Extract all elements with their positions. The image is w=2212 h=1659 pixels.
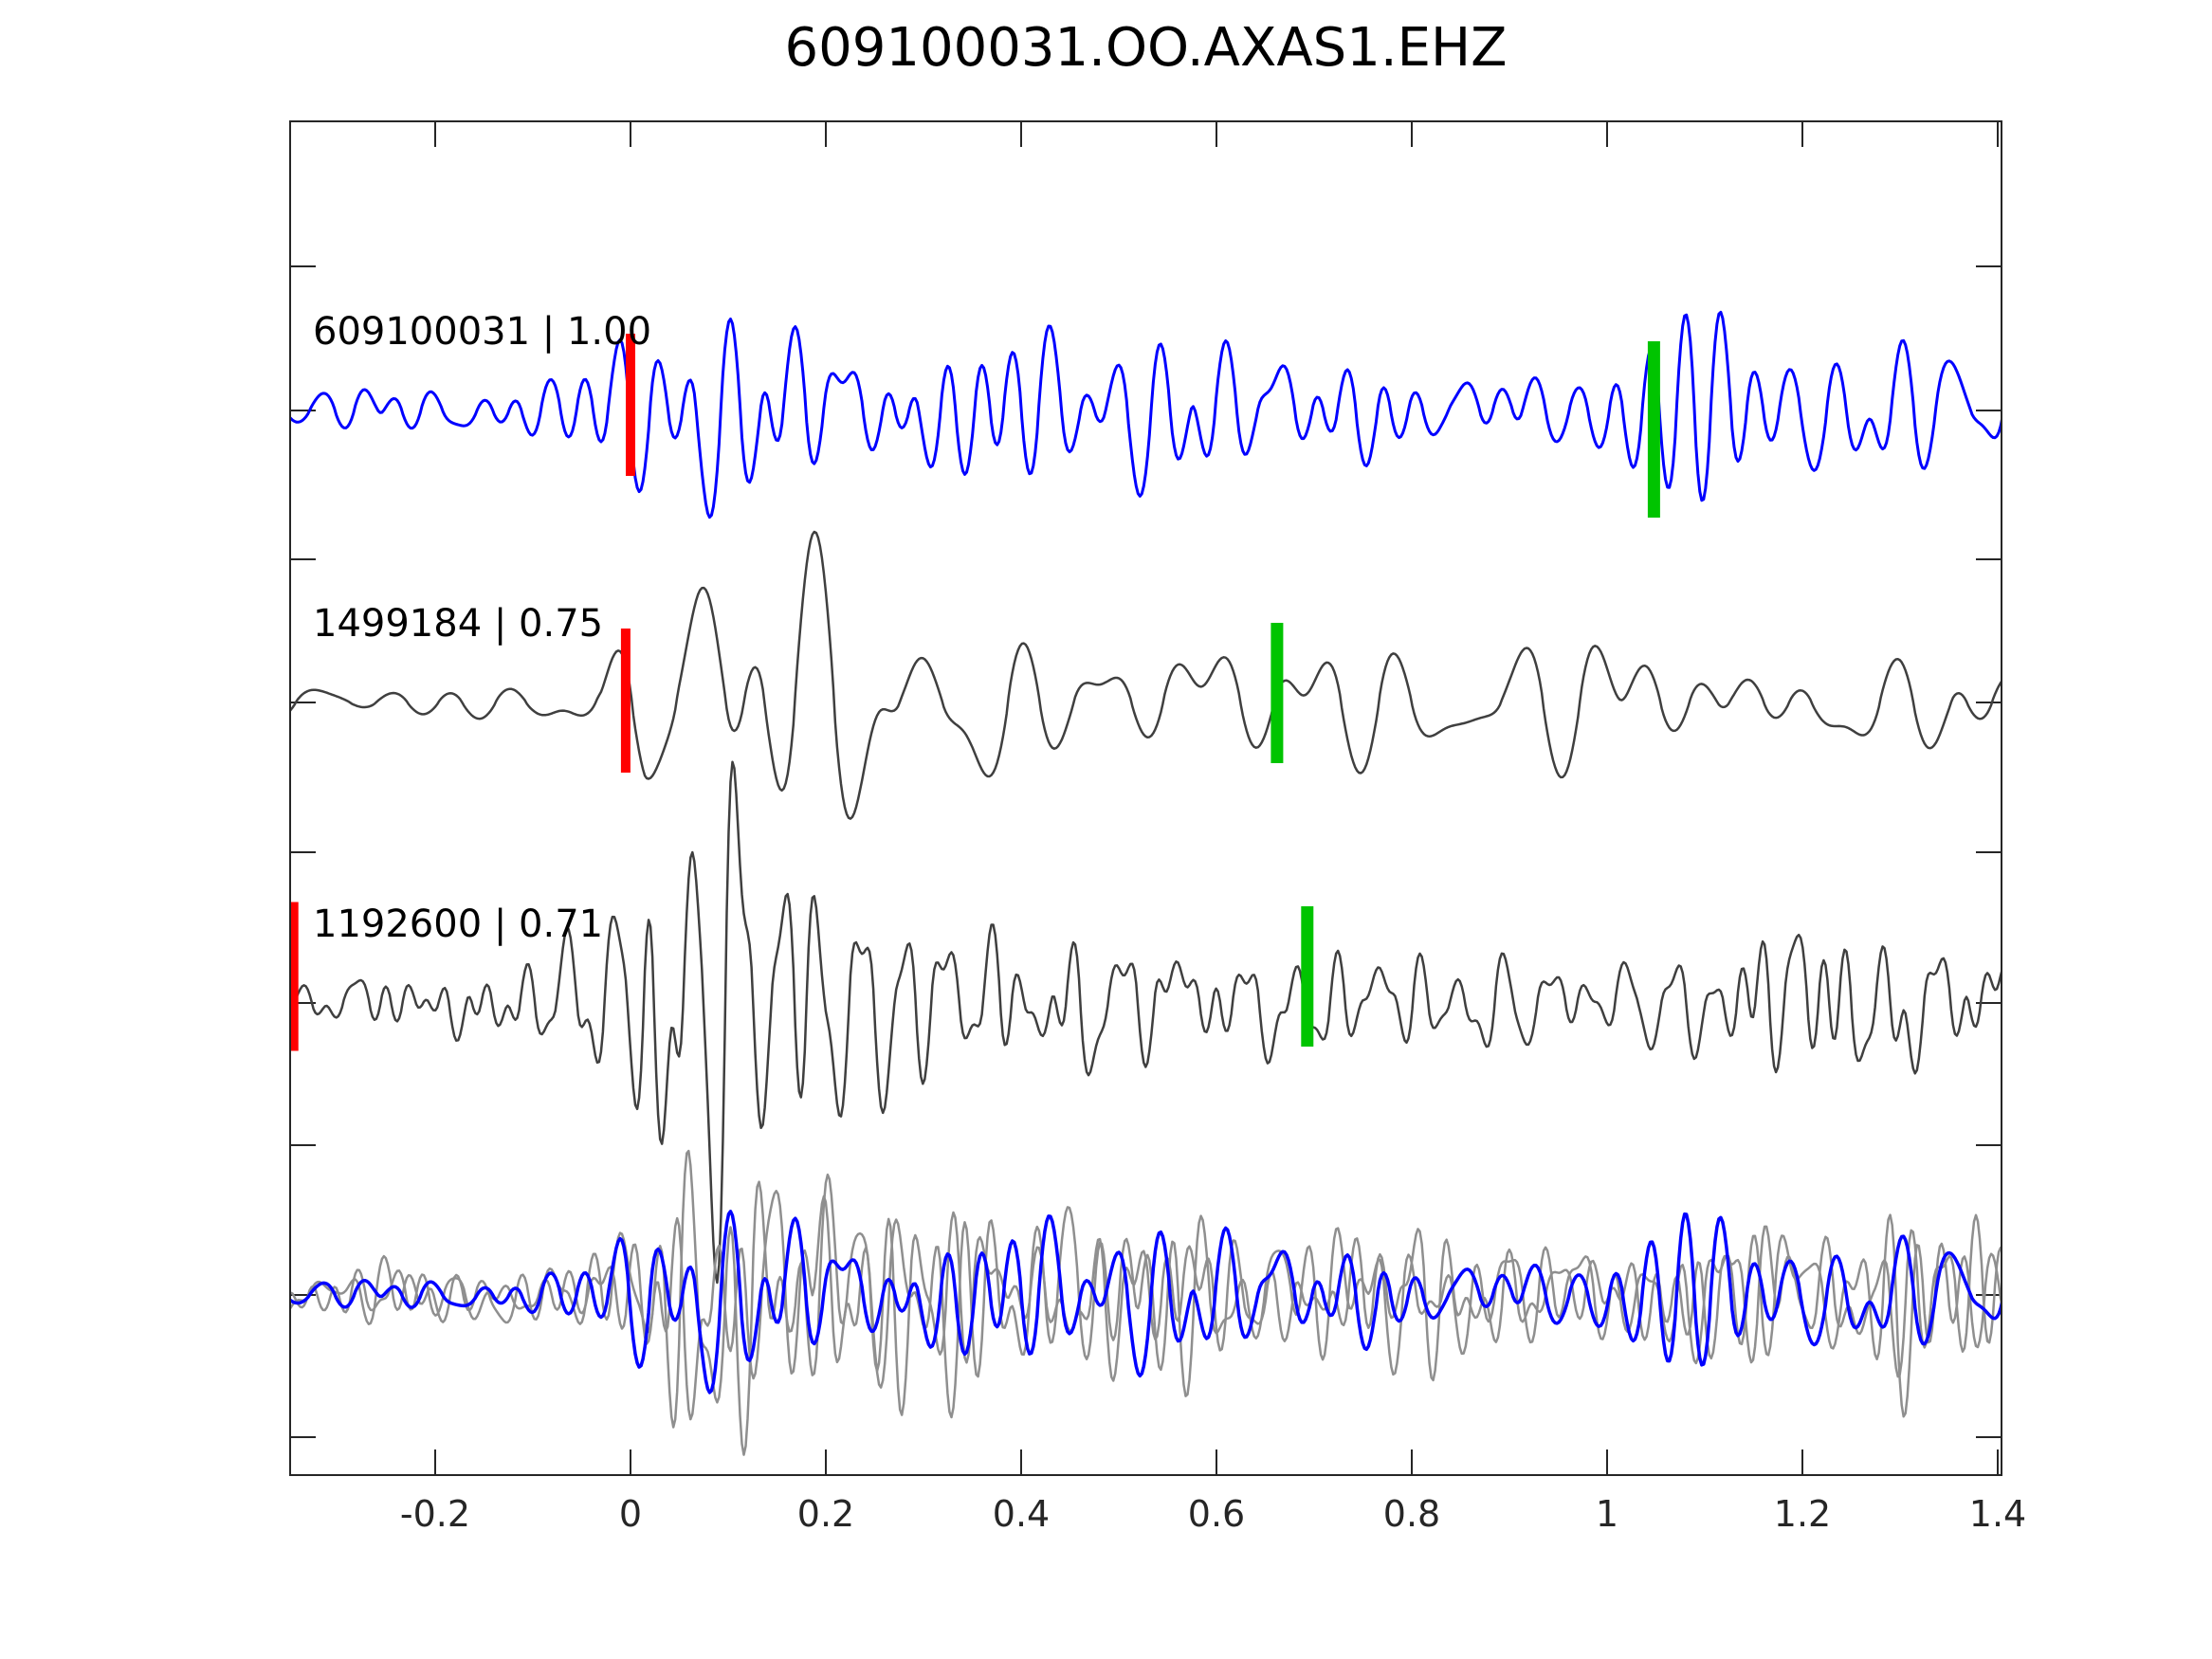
- template-trace-label: 609100031 | 1.00: [313, 310, 652, 354]
- template-trace: [289, 310, 2002, 520]
- x-tick-label: 1.4: [1968, 1493, 2027, 1535]
- template-pick-marker: [626, 334, 635, 476]
- overlay-template: [289, 1210, 2002, 1395]
- detection-trace-1: [289, 530, 2002, 820]
- x-tick-label: 1.2: [1773, 1493, 1832, 1535]
- x-tick-label: 0.8: [1382, 1493, 1441, 1535]
- template-pick-marker: [620, 629, 631, 773]
- detection-pick-marker: [1647, 341, 1660, 518]
- detection-pick-marker: [1271, 623, 1284, 763]
- overlay-detection-b: [289, 1190, 2002, 1421]
- template-pick-marker: [289, 902, 299, 1051]
- x-tick-label: 0.2: [796, 1493, 855, 1535]
- x-tick-label: 0.4: [992, 1493, 1051, 1535]
- plot-svg: [289, 120, 2002, 1476]
- detection-trace-2-label: 1192600 | 0.71: [313, 902, 604, 946]
- detection-trace-2: [289, 760, 2002, 1285]
- axes-border: [289, 120, 2002, 1476]
- figure-title: 609100031.OO.AXAS1.EHZ: [784, 17, 1508, 79]
- x-tick-label: 0.6: [1187, 1493, 1246, 1535]
- x-tick-label: 1: [1595, 1493, 1619, 1535]
- detection-pick-marker: [1301, 906, 1314, 1047]
- x-tick-label: -0.2: [399, 1493, 471, 1535]
- x-tick-label: 0: [618, 1493, 643, 1535]
- detection-trace-1-label: 1499184 | 0.75: [313, 602, 604, 646]
